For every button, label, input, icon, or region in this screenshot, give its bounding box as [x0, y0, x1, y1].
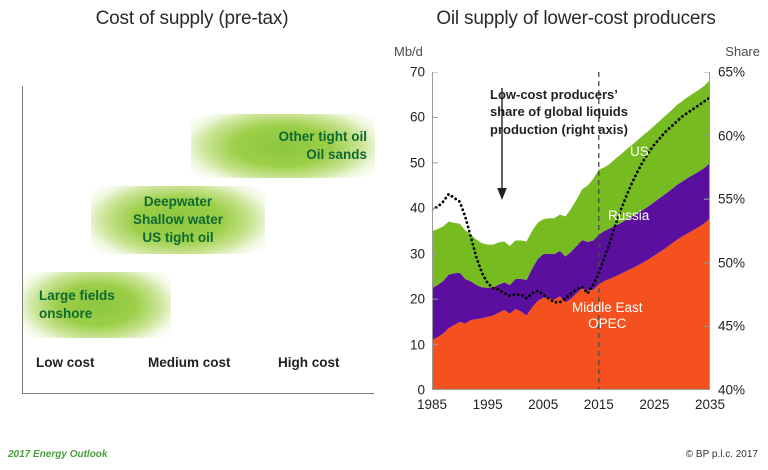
cost-axis-tick-labels: Low cost Medium cost High cost — [22, 355, 374, 385]
area-series-1 — [432, 162, 710, 341]
cost-of-supply-panel: Cost of supply (pre-tax) Other tight oil… — [0, 0, 384, 430]
y-axis-tick-label-left: 10 — [409, 337, 425, 353]
y-axis-tick-label-left: 0 — [417, 382, 425, 398]
cost-axis-tick-low: Low cost — [36, 355, 95, 370]
y-axis-tick-label-left: 30 — [409, 246, 425, 262]
y-axis-tick-label-right: 50% — [718, 255, 746, 271]
cost-band-low-line-1: Large fields — [39, 287, 115, 303]
annotation-arrow-head — [497, 188, 507, 200]
area-series-2 — [432, 80, 710, 289]
cost-axis-tick-high: High cost — [278, 355, 340, 370]
y-axis-tick-label-right: 40% — [718, 382, 746, 398]
page-title-oil-supply: Oil supply of lower-cost producers — [436, 8, 716, 29]
oil-supply-panel: Oil supply of lower-cost producers Mb/d … — [384, 0, 768, 430]
y-axis-tick-label-right: 65% — [718, 64, 746, 80]
stacked-area-chart — [432, 72, 710, 390]
y-axis-unit-right: Share — [725, 44, 760, 59]
x-axis-tick-label: 2035 — [694, 397, 726, 412]
cost-axis-tick-medium: Medium cost — [148, 355, 231, 370]
x-axis-tick-label: 1995 — [472, 397, 503, 412]
cost-band-high-line-2: Oil sands — [306, 147, 367, 162]
cost-band-medium: Deepwater Shallow water US tight oil — [91, 186, 265, 254]
x-axis-tick-label: 2015 — [583, 397, 614, 412]
y-axis-unit-left: Mb/d — [394, 44, 423, 59]
y-axis-tick-label-right: 55% — [718, 191, 746, 207]
share-line-dotted — [432, 96, 710, 304]
x-axis-tick-label: 2025 — [639, 397, 670, 412]
x-axis-tick-label: 2005 — [528, 397, 559, 412]
cost-band-high: Other tight oil Oil sands — [191, 114, 375, 178]
page-title-cost-of-supply: Cost of supply (pre-tax) — [95, 8, 289, 29]
footer-report-name: 2017 Energy Outlook — [8, 449, 108, 460]
cost-band-low-line-2: onshore — [39, 306, 93, 321]
cost-band-low: Large fields onshore — [23, 272, 171, 338]
y-axis-tick-label-left: 40 — [409, 200, 425, 216]
y-axis-tick-label-left: 70 — [409, 64, 425, 80]
cost-of-supply-plot-area: Other tight oil Oil sands Deepwater Shal… — [22, 86, 375, 394]
y-axis-tick-label-right: 45% — [718, 318, 746, 334]
footer-copyright: © BP p.l.c. 2017 — [685, 449, 758, 460]
share-line-annotation: Low-cost producers’ share of global liqu… — [490, 87, 628, 137]
x-axis-tick-label: 1985 — [416, 397, 448, 412]
y-axis-tick-label-right: 60% — [718, 128, 746, 144]
cost-band-medium-line-1: Deepwater — [143, 193, 213, 209]
y-axis-tick-label-left: 20 — [409, 291, 425, 307]
y-axis-tick-label-left: 50 — [409, 155, 425, 171]
cost-band-high-line-1: Other tight oil — [278, 128, 368, 144]
cost-band-medium-line-2: Shallow water — [132, 211, 224, 227]
cost-band-medium-line-3: US tight oil — [142, 230, 214, 246]
oil-supply-plot-area: US Russia Middle East OPEC Low-cost prod… — [410, 65, 745, 413]
y-axis-tick-label-left: 60 — [409, 109, 425, 125]
area-series-0 — [432, 218, 710, 390]
